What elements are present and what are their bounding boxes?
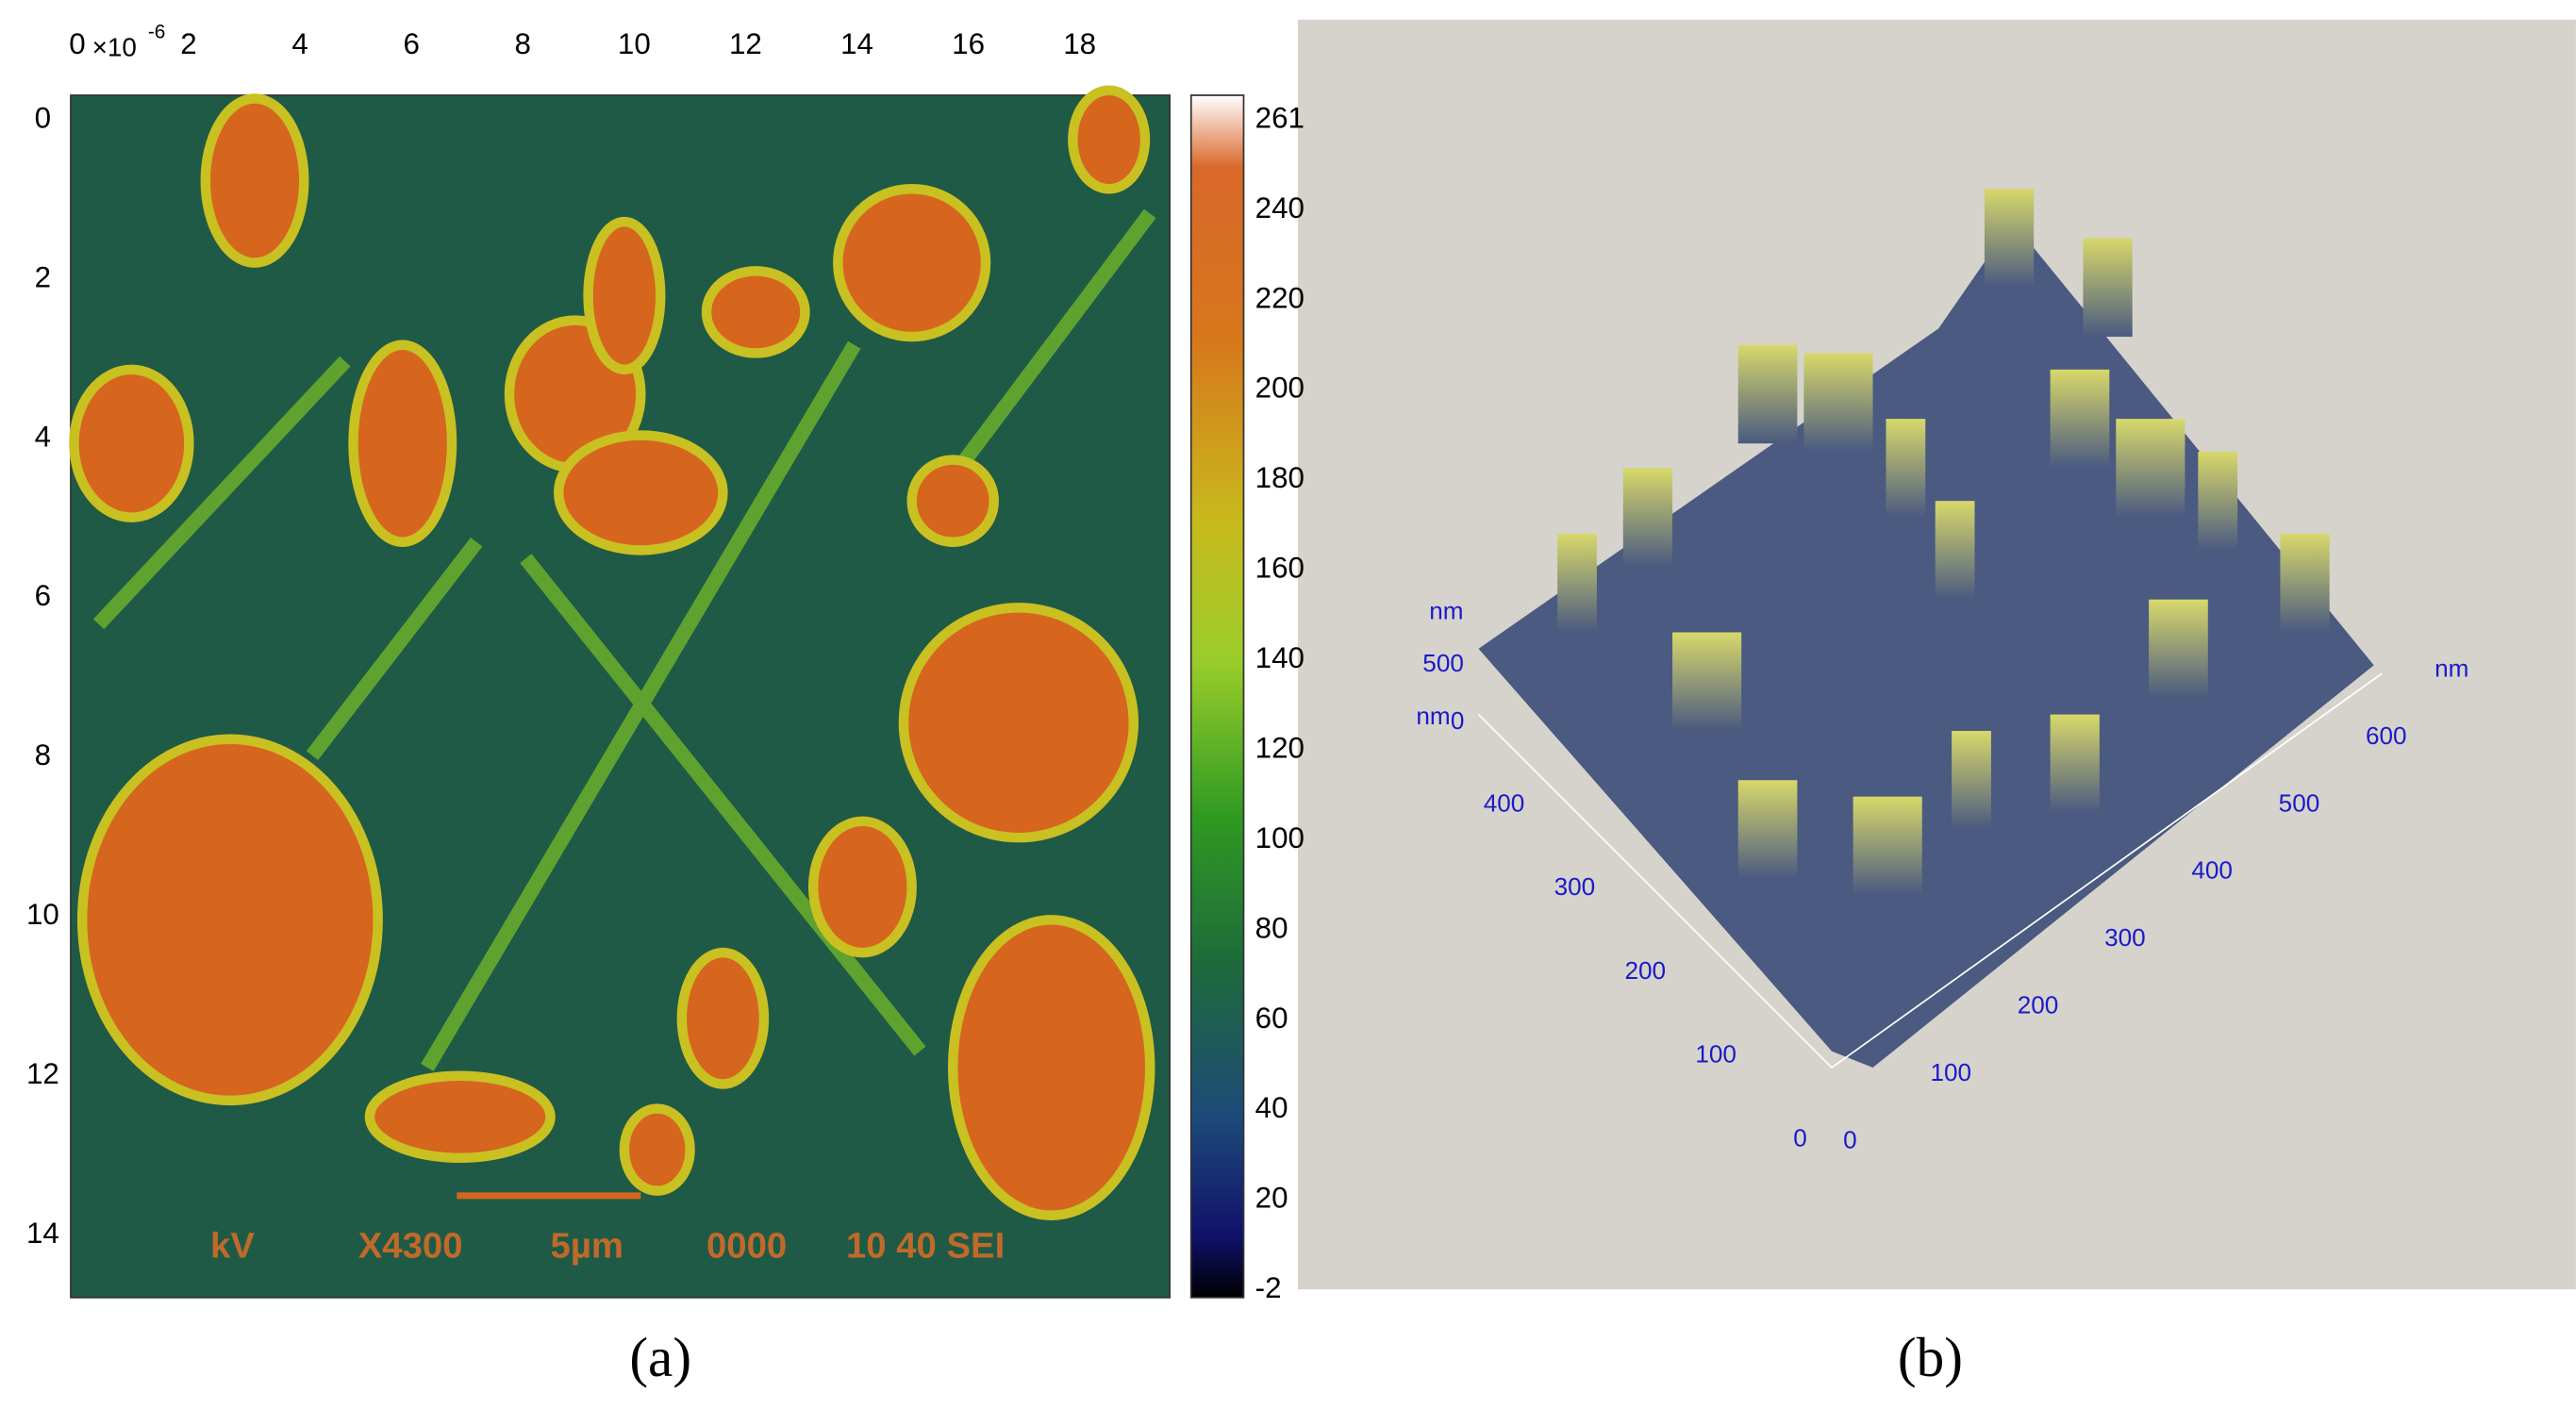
- x-tick-label: 10: [618, 27, 651, 60]
- panel-a: [69, 85, 1245, 1299]
- y-tick-label: 0: [35, 101, 51, 134]
- right-unit: nm: [2435, 654, 2468, 682]
- x-tick-label: 12: [729, 27, 762, 60]
- peak: [2280, 534, 2330, 633]
- left-axis-label: 300: [1554, 872, 1596, 901]
- left-axis-label: 100: [1695, 1040, 1737, 1069]
- x-tick-label: 0: [69, 27, 85, 60]
- peak: [1672, 632, 1742, 732]
- y-tick-label: 12: [26, 1057, 59, 1090]
- colorbar-label: 120: [1255, 731, 1305, 764]
- x-scale-exponent: -6: [148, 21, 166, 42]
- colorbar-label: -2: [1255, 1271, 1282, 1304]
- y-tick-label: 2: [35, 260, 51, 293]
- right-axis-label: 500: [2279, 788, 2320, 817]
- colorbar-label: 80: [1255, 911, 1288, 944]
- left-axis-label: 0: [1793, 1124, 1807, 1152]
- x-tick-label: 16: [952, 27, 985, 60]
- surface-peaks: [1557, 189, 2330, 896]
- colorbar-label: 140: [1255, 641, 1305, 674]
- right-axis-label: 300: [2104, 923, 2146, 952]
- panel-b: [1297, 19, 2576, 1290]
- colorbar-label: 100: [1255, 821, 1305, 854]
- right-axis-label: 0: [1843, 1125, 1857, 1153]
- particles: [69, 85, 1155, 1220]
- right-axis-label: 200: [2018, 990, 2059, 1019]
- x-tick-label: 2: [180, 27, 196, 60]
- right-axis-label: 600: [2366, 721, 2407, 750]
- peak: [2050, 369, 2110, 469]
- x-scale-label: ×10: [92, 33, 137, 62]
- z-unit: nm: [1429, 597, 1463, 625]
- colorbar-label: 40: [1255, 1091, 1288, 1124]
- peak: [1952, 731, 1991, 830]
- peak: [2198, 451, 2238, 551]
- colorbar-label: 220: [1255, 281, 1305, 314]
- colorbar: [1189, 94, 1245, 1299]
- right-axis-label: 100: [1930, 1058, 1971, 1086]
- y-tick-label: 14: [26, 1217, 59, 1250]
- peak: [2149, 599, 2208, 699]
- colorbar-label: 180: [1255, 461, 1305, 494]
- colorbar-label: 160: [1255, 552, 1305, 585]
- z-tick-label: 500: [1422, 649, 1464, 677]
- peak: [1557, 534, 1597, 633]
- peak: [1886, 419, 1926, 518]
- peak: [1984, 189, 2035, 288]
- peak: [1853, 796, 1922, 896]
- x-tick-label: 8: [515, 27, 531, 60]
- overlay-text: 10 40 SEI: [846, 1226, 1005, 1267]
- overlay-text: 0000: [706, 1226, 787, 1267]
- left-axis-label: 400: [1484, 788, 1525, 817]
- colorbar-label: 60: [1255, 1002, 1288, 1035]
- peak: [1803, 353, 1873, 452]
- overlay-text: X4300: [358, 1226, 463, 1267]
- peak: [2050, 714, 2100, 814]
- y-tick-label: 6: [35, 579, 51, 612]
- z-tick-label: 0: [1451, 706, 1465, 735]
- y-tick-label: 10: [26, 898, 59, 931]
- x-tick-label: 18: [1063, 27, 1096, 60]
- overlay-text: 5µm: [551, 1226, 623, 1267]
- y-tick-label: 4: [35, 420, 51, 453]
- colorbar-label: 261: [1255, 101, 1305, 134]
- fibers: [92, 208, 1156, 1072]
- colorbar-label: 20: [1255, 1182, 1288, 1215]
- peak: [1737, 780, 1798, 879]
- peak: [1737, 344, 1798, 444]
- peak: [2116, 419, 2185, 518]
- left-axis-label: 200: [1625, 956, 1667, 985]
- axis-lines: [1477, 672, 2383, 1069]
- x-tick-label: 6: [403, 27, 419, 60]
- peak: [1622, 468, 1673, 567]
- colorbar-label: 240: [1255, 191, 1305, 224]
- x-tick-label: 4: [291, 27, 307, 60]
- overlay-text: kV: [210, 1226, 255, 1267]
- colorbar-label: 200: [1255, 372, 1305, 405]
- peak: [1935, 501, 1975, 600]
- z-unit: nm: [1416, 702, 1450, 730]
- caption: (b): [1898, 1326, 1963, 1388]
- x-tick-label: 14: [840, 27, 873, 60]
- y-tick-label: 8: [35, 738, 51, 771]
- right-axis-label: 400: [2191, 856, 2233, 885]
- caption: (a): [629, 1326, 691, 1388]
- peak: [2083, 238, 2133, 338]
